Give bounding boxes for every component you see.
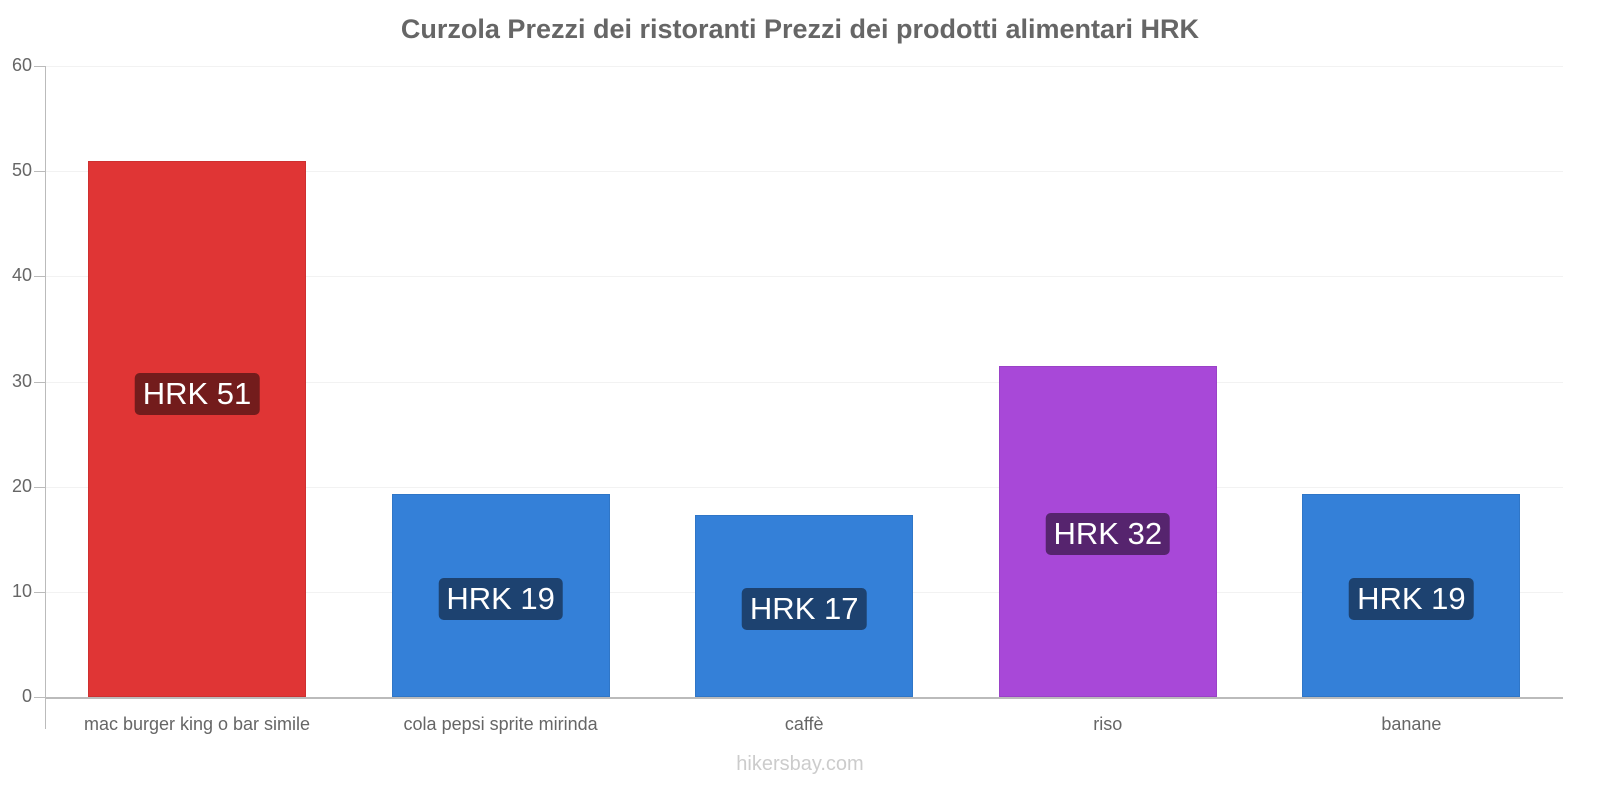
y-tick-mark <box>34 382 45 383</box>
x-axis-line <box>45 697 1563 699</box>
value-label-badge: HRK 17 <box>741 588 867 631</box>
y-tick-label: 40 <box>11 265 32 285</box>
y-tick-mark <box>34 592 45 593</box>
watermark: hikersbay.com <box>736 753 864 775</box>
y-tick-label: 0 <box>21 686 32 706</box>
y-axis-line <box>45 66 46 729</box>
y-tick-mark <box>34 487 45 488</box>
y-tick-label: 60 <box>11 55 32 75</box>
y-tick-mark <box>34 171 45 172</box>
bar[interactable] <box>88 160 306 697</box>
x-category-label: banane <box>1381 714 1442 734</box>
gridline <box>45 171 1563 172</box>
y-tick-mark <box>34 276 45 277</box>
gridline <box>45 276 1563 277</box>
y-tick-mark <box>34 66 45 67</box>
value-label-badge: HRK 19 <box>1349 577 1474 620</box>
x-category-label: cola pepsi sprite mirinda <box>403 714 598 734</box>
gridline <box>45 487 1563 488</box>
gridline <box>45 382 1563 383</box>
y-tick-mark <box>34 697 45 698</box>
y-tick-label: 50 <box>11 160 32 180</box>
x-category-label: mac burger king o bar simile <box>83 714 311 734</box>
y-tick-label: 10 <box>11 581 32 601</box>
value-label-badge: HRK 32 <box>1045 513 1171 556</box>
x-category-label: caffè <box>784 714 824 734</box>
x-category-label: riso <box>1093 714 1123 734</box>
gridline <box>45 66 1563 67</box>
y-tick-label: 30 <box>11 371 32 391</box>
value-label-badge: HRK 51 <box>134 372 260 415</box>
value-label-badge: HRK 19 <box>438 577 563 620</box>
chart-title: Curzola Prezzi dei ristoranti Prezzi dei… <box>400 14 1200 44</box>
y-tick-label: 20 <box>11 476 32 496</box>
